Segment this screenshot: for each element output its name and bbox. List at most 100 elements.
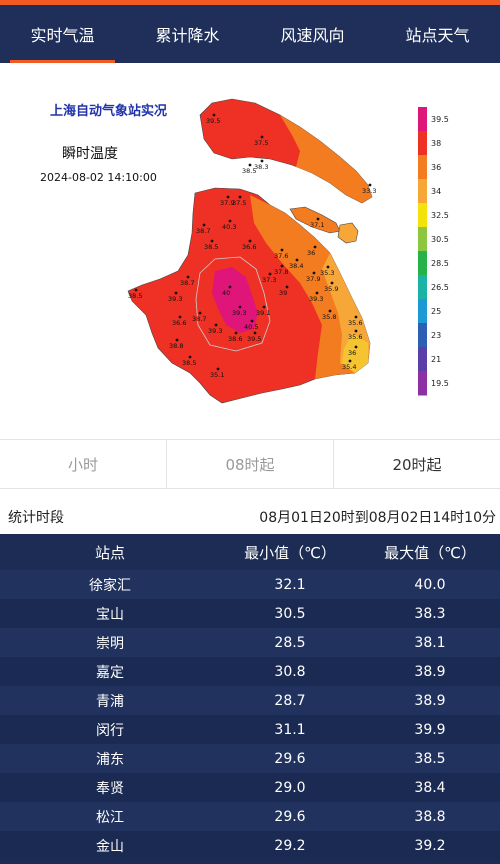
station-dot [326,265,330,269]
station-dot [315,291,319,295]
station-value: 36 [348,349,356,357]
station-marker: 39.3 [208,323,222,335]
table-row[interactable]: 松江 29.6 38.8 [0,802,500,831]
station-dot [354,329,358,333]
station-value: 37.5 [232,199,246,207]
station-marker: 35.8 [322,309,336,321]
legend-swatch [418,347,427,372]
station-dot [295,258,299,262]
table-row[interactable]: 嘉定 30.8 38.9 [0,657,500,686]
time-range-selector: 小时 08时起 20时起 [0,439,500,489]
station-value: 38.7 [192,315,206,323]
station-value: 36 [307,249,315,257]
statistics-period-row: 统计时段 08月01日20时到08月02日14时10分 [0,500,500,534]
max-value: 38.3 [414,605,446,622]
legend-label: 23 [431,331,441,340]
table-row[interactable]: 崇明 28.5 38.1 [0,628,500,657]
station-marker: 37.5 [232,195,246,207]
legend-swatch [418,203,427,228]
header-station: 站点 [94,543,125,562]
station-marker: 37.3 [262,272,276,284]
station-value: 39.3 [168,295,182,303]
legend-label: 38 [431,139,441,148]
station-name: 松江 [96,809,124,826]
station-marker: 35.3 [320,265,334,277]
station-value: 40.3 [222,223,236,231]
station-value: 35.6 [348,319,362,327]
station-dot [212,113,216,117]
station-marker: 35.4 [342,359,356,371]
tab-accumulated-precipitation[interactable]: 累计降水 [155,26,220,45]
station-dot [316,217,320,221]
station-value: 39 [279,289,287,297]
station-value: 38.7 [196,227,210,235]
station-dot [330,281,334,285]
station-dot [260,135,264,139]
table-row[interactable]: 青浦 28.7 38.9 [0,686,500,715]
station-marker: 35.6 [348,315,362,327]
temperature-legend: 39.5 38 36 34 32.5 30.5 28.5 26.5 25 23 21 19.5 [418,107,449,396]
subtab-hourly[interactable]: 小时 [0,440,167,488]
station-value: 35.6 [348,333,362,341]
station-value: 38.5 [128,292,142,300]
subtab-since-08[interactable]: 08时起 [167,440,334,488]
station-marker: 35.6 [348,329,362,341]
legend-swatch [418,299,427,324]
table-row[interactable]: 奉贤 29.0 38.4 [0,773,500,802]
station-dot [354,345,358,349]
station-marker: 40.3 [222,219,236,231]
tab-wind-speed-direction[interactable]: 风速风向 [280,26,345,45]
legend-label: 21 [431,355,441,364]
station-dot [248,163,252,167]
tab-station-weather[interactable]: 站点天气 [405,26,470,45]
legend-swatch [418,179,427,204]
station-dot [312,271,316,275]
legend-label: 26.5 [431,283,449,292]
station-marker: 38.7 [196,223,210,235]
station-marker: 38.4 [289,258,303,270]
chongming-orange-zone [280,115,372,203]
station-dot [280,248,284,252]
legend-label: 34 [431,187,441,196]
station-dot [238,305,242,309]
station-dot [285,285,289,289]
legend-swatch [418,131,427,156]
station-dot [175,338,179,342]
table-row[interactable]: 浦东 29.6 38.5 [0,744,500,773]
station-dot [368,183,372,187]
tab-realtime-temperature[interactable]: 实时气温 [0,5,125,63]
station-name: 青浦 [96,693,124,710]
station-value: 33.3 [362,187,376,195]
station-name: 崇明 [96,635,124,652]
station-dot [198,311,202,315]
table-row[interactable]: 徐家汇 32.1 40.0 [0,570,500,599]
subtab-since-20[interactable]: 20时起 [392,455,442,474]
legend-swatch [418,155,427,180]
station-marker: 38.6 [228,331,242,343]
min-value: 29.6 [274,808,306,825]
legend-swatch [418,371,427,396]
table-row[interactable]: 闵行 31.1 39.9 [0,715,500,744]
station-dot [174,291,178,295]
station-marker: 38.5 [204,239,218,251]
station-value: 35.9 [324,285,338,293]
station-dot [253,331,257,335]
max-value: 40.0 [414,576,446,593]
map-timestamp: 2024-08-02 14:10:00 [40,171,157,184]
station-marker: 39.3 [309,291,323,303]
station-value: 35.4 [342,363,356,371]
station-marker: 37.9 [220,195,234,207]
station-marker: 38.7 [192,311,206,323]
station-value: 35.8 [322,313,336,321]
min-value: 30.5 [274,605,306,622]
station-marker: 36.6 [172,315,186,327]
legend-swatch [418,323,427,348]
station-value: 38.8 [169,342,183,350]
station-marker: 37.6 [274,248,288,260]
station-dot [280,264,284,268]
station-marker: 38.5 [242,163,256,175]
table-row[interactable]: 金山 29.2 39.2 [0,831,500,860]
table-row[interactable]: 宝山 30.5 38.3 [0,599,500,628]
station-value: 37.9 [220,199,234,207]
map-heading: 上海自动气象站实况 [50,103,167,119]
